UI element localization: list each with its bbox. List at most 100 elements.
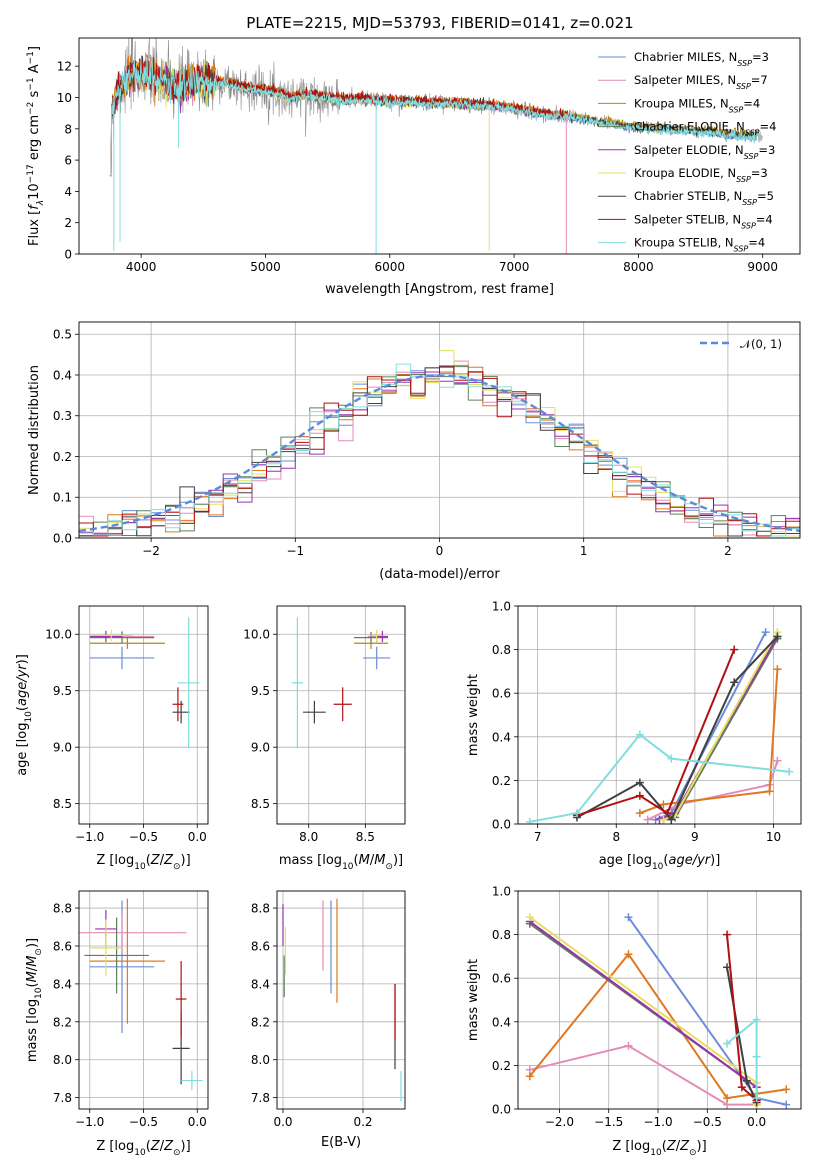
y-tick-label: 4 [64,185,72,199]
label-part: )] [710,853,720,868]
y-tick-label: 9.0 [251,741,270,755]
axes-frame [78,605,209,825]
y-tick-label: 1.0 [492,600,511,614]
x-tick-label: −1 [286,544,304,558]
label-part: ⊙ [385,862,393,872]
label-part: / [25,966,40,971]
axes-frame [517,605,802,825]
x-tick-label: 0.0 [273,1115,292,1129]
x-tick-label: −1.0 [75,1115,104,1129]
label-part: M [359,853,370,868]
y-tick-label: 0.3 [53,409,72,423]
weight-line-orange [639,669,779,815]
legend-entry: Kroupa STELIB, NSSP=4 [634,236,765,254]
label-part: ( [146,853,151,868]
label-part: age [log [15,723,30,776]
legend-sub: SSP [736,82,751,91]
label-part: ( [354,853,359,868]
y-tick-label: 0.2 [492,774,511,788]
x-axis-label: Z [log10(Z/Z⊙)] [612,1139,706,1158]
label-part: 10 [652,862,664,872]
x-tick-label: 0 [436,544,444,558]
axes-frame [78,37,801,255]
x-tick-label: −1.0 [75,830,104,844]
label-part: ] [27,46,42,51]
label-part: λ [36,200,46,206]
label-part: erg cm [27,115,42,164]
y-tick-label: 8.8 [53,902,72,916]
model-spectrum-kroupa-stelib [110,56,757,177]
label-part: M [25,956,40,967]
axes-frame [78,890,209,1110]
y-tick-label: 10.0 [45,628,72,642]
y-tick-label: 8 [64,122,72,136]
axes-mass-vs-ebv: 0.0 0.2 7.8 8.0 8.2 8.4 8.6 8.8 E(B-V) [251,890,406,1150]
axes-mass-vs-Z: −1.0 −0.5 0.07.88.08.28.48.68.8Z [log10(Z/… [25,890,209,1158]
y-tick-label: 7.8 [251,1091,270,1105]
label-part: ( [15,706,30,711]
y-tick-label: 8.4 [53,977,72,991]
y-tick-label: 6 [64,154,72,168]
legend-entry: Chabrier ELODIE, NSSP=4 [634,120,776,138]
y-tick-label: 8.2 [53,1015,72,1029]
legend-suffix: =4 [748,236,765,250]
label-part: s [27,90,42,101]
label-part: Z [666,1139,677,1154]
label-part: Z [163,1139,174,1154]
weight-line-chabrier-miles [655,631,767,821]
label-part: E(B-V) [321,1135,361,1150]
label-part: ( [25,982,40,987]
label-part: mass weight [466,959,481,1041]
label-part: age [log [599,853,652,868]
plot-area-residuals [79,350,800,537]
label-part: −17 [26,164,36,183]
label-part: / [676,1139,681,1154]
y-tick-label: 8.6 [251,939,270,953]
y-tick-label: 8.4 [251,977,270,991]
legend-suffix: =5 [757,189,774,203]
label-part: Normed distribution [27,365,42,495]
x-tick-label: 0.0 [188,830,207,844]
label-part: ( [146,1139,151,1154]
label-part: / [160,1139,165,1154]
label-part: 10 [134,862,146,872]
label-part: Z [log [96,1139,134,1154]
x-tick-label: −1.5 [594,1115,623,1129]
x-tick-label: 7 [534,830,542,844]
legend-sub: SSP [737,59,752,68]
label-part: 10 [24,711,34,723]
plot-area-spectrum [109,38,763,254]
y-tick-label: 10 [57,91,72,105]
label-part: ⊙ [34,948,44,956]
legend-suffix: =3 [758,143,775,157]
label-part: 10 [134,1148,146,1158]
x-axis-label: E(B-V) [321,1135,361,1150]
y-tick-label: 0.2 [492,1059,511,1073]
label-part: (data-model)/error [379,567,500,582]
y-tick-label: 1.0 [492,885,511,899]
y-tick-label: 8.2 [251,1015,270,1029]
x-tick-label: −1.0 [643,1115,672,1129]
x-tick-label: 6000 [375,260,406,274]
y-tick-label: 0.2 [53,450,72,464]
y-tick-label: 0.4 [492,1015,511,1029]
legend-entry: Kroupa ELODIE, NSSP=3 [634,166,768,184]
weight-line-chabrier-stelib [576,635,779,822]
x-tick-label: 0.0 [747,1115,766,1129]
y-tick-label: 0.8 [492,643,511,657]
axes-frame [276,890,406,1110]
x-axis-label: age [log10(age/yr)] [599,853,721,872]
label-part: −2 [26,102,36,115]
axes-weight-vs-Z: −2.0 −1.5 −1.0 −0.5 0.0 0.0 0.2 0.4 0.6 0.8 1.0 Z [… [466,885,802,1158]
y-tick-label: 0.6 [492,972,511,986]
plot-area-mass-vs-ebv [282,898,402,1102]
label-part: mass weight [466,674,481,756]
x-tick-label: 5000 [250,260,281,274]
x-tick-label: 0.2 [353,1115,372,1129]
x-tick-label: 8 [612,830,620,844]
legend-text: Chabrier MILES, N [634,50,737,64]
legend-text: Salpeter ELODIE, N [634,143,744,157]
y-tick-label: 9.0 [53,741,72,755]
legend-entry: Salpeter STELIB, NSSP=4 [634,212,773,230]
